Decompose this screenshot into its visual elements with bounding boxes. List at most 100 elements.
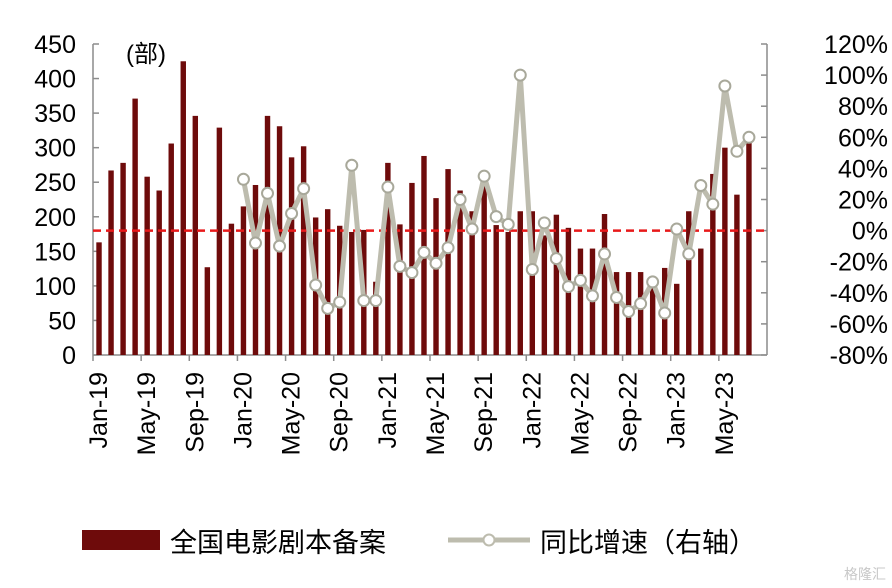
left-tick-label: 300	[34, 135, 76, 163]
left-tick-label: 150	[34, 238, 76, 266]
bar	[264, 115, 271, 356]
legend-bar-label: 全国电影剧本备案	[170, 527, 386, 559]
yoy-point	[585, 289, 599, 303]
yoy-point	[273, 239, 287, 253]
yoy-point	[333, 295, 347, 309]
yoy-point	[537, 216, 551, 230]
yoy-point	[453, 193, 467, 206]
bar	[457, 190, 463, 355]
bar	[674, 283, 680, 355]
bar	[156, 190, 162, 355]
bar	[252, 184, 259, 355]
yoy-point	[393, 259, 407, 273]
left-tick-label: 400	[34, 66, 76, 94]
watermark: 格隆汇	[844, 567, 886, 583]
legend: 全国电影剧本备案 同比增速（右轴）	[82, 520, 822, 560]
bar	[493, 225, 499, 355]
right-tick-label: 0%	[852, 218, 888, 246]
yoy-point	[441, 241, 455, 255]
yoy-point	[658, 306, 672, 320]
bar	[324, 209, 331, 355]
legend-line-swatch	[448, 533, 530, 547]
bar	[505, 231, 511, 355]
x-tick-label: Sep-20	[326, 372, 354, 453]
yoy-point	[285, 206, 299, 220]
x-tick-label: Jan-20	[229, 372, 257, 448]
bar	[373, 281, 379, 355]
bar	[132, 98, 138, 355]
yoy-point	[321, 301, 335, 315]
yoy-point	[405, 266, 419, 280]
bar	[686, 211, 692, 355]
yoy-point	[489, 210, 503, 224]
yoy-point	[417, 245, 431, 259]
legend-item-line: 同比增速（右轴）	[386, 521, 756, 560]
yoy-point	[646, 275, 660, 289]
bar	[734, 194, 740, 355]
bar	[445, 169, 451, 355]
bar	[120, 162, 126, 355]
yoy-point	[477, 169, 491, 183]
x-tick-label: Jan-21	[374, 372, 402, 448]
yoy-point	[549, 252, 563, 266]
bar	[96, 242, 102, 355]
bar	[108, 170, 114, 355]
bar	[300, 146, 307, 355]
bar	[385, 162, 391, 355]
x-tick-label: Sep-22	[615, 372, 643, 453]
right-tick-label: -80%	[830, 342, 888, 370]
bar	[698, 248, 704, 355]
x-tick-label: May-23	[711, 372, 739, 455]
right-tick-label: 120%	[824, 31, 888, 59]
legend-item-bars: 全国电影剧本备案	[82, 521, 386, 560]
yoy-point	[598, 247, 612, 261]
bar	[397, 224, 403, 355]
x-tick-label: May-19	[133, 372, 161, 455]
x-tick-label: Sep-19	[181, 372, 209, 453]
yoy-point	[561, 280, 575, 294]
bar	[517, 211, 523, 355]
bar	[529, 211, 536, 355]
yoy-point	[248, 236, 262, 250]
x-tick-label: Jan-19	[85, 372, 113, 448]
yoy-point	[309, 278, 323, 292]
bar	[240, 206, 247, 355]
bar	[553, 214, 560, 355]
x-tick-label: Jan-22	[518, 372, 546, 448]
x-tick-label: May-21	[422, 372, 450, 455]
bar	[144, 176, 150, 355]
yoy-point	[381, 180, 395, 194]
legend-line-label: 同比增速（右轴）	[540, 527, 756, 559]
x-tick-label: Sep-21	[470, 372, 498, 453]
unit-label: (部)	[126, 41, 166, 68]
bar	[180, 61, 186, 356]
yoy-point	[694, 179, 708, 193]
bar	[710, 173, 716, 355]
yoy-point	[718, 79, 732, 93]
right-tick-label: -60%	[830, 311, 888, 339]
right-tick-label: -40%	[830, 280, 888, 308]
yoy-point	[236, 172, 250, 186]
bar	[168, 143, 174, 355]
bar	[746, 140, 752, 355]
yoy-point	[369, 294, 383, 308]
bar	[541, 235, 548, 355]
left-tick-label: 0	[62, 342, 76, 370]
yoy-point	[573, 273, 587, 287]
right-tick-label: 60%	[838, 124, 888, 152]
yoy-point	[465, 222, 479, 236]
left-tick-label: 100	[34, 273, 76, 301]
right-tick-label: 100%	[824, 62, 888, 90]
yoy-point	[610, 290, 624, 304]
yoy-point	[742, 130, 756, 144]
bar	[649, 283, 656, 355]
left-tick-label: 350	[34, 100, 76, 128]
bar	[228, 223, 235, 355]
chart-canvas: 0 50 100 150 200 250 300 350 400 450 -80% -60% -40% -…	[34, 31, 888, 455]
yoy-point	[622, 304, 636, 318]
left-tick-label: 200	[34, 204, 76, 232]
yoy-point	[670, 222, 684, 236]
bar	[216, 127, 223, 355]
bar	[481, 183, 487, 355]
yoy-point	[345, 158, 359, 172]
